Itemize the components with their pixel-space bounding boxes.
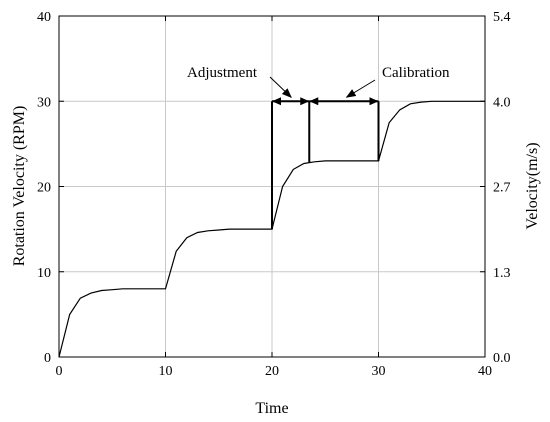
series-line <box>58 100 485 358</box>
interval-markers <box>271 97 380 230</box>
y-left-tick-label: 0 <box>44 351 51 366</box>
annotations: Adjustment Calibration <box>187 65 450 98</box>
y-left-tick-label: 40 <box>37 10 51 25</box>
annotation-label: Calibration <box>382 65 450 81</box>
y-left-tick-label: 10 <box>37 266 51 281</box>
y-left-tick-label: 20 <box>37 181 51 196</box>
y-axis-left-title: Rotation Velocity (RPM) <box>11 106 28 267</box>
annotation-pointer-arrow <box>269 76 292 98</box>
x-tick-label: 40 <box>478 364 492 379</box>
interval-arrowhead-left <box>272 97 281 106</box>
y-right-tick-label: 0.0 <box>493 351 511 366</box>
y-right-tick-label: 2.7 <box>493 181 511 196</box>
y-right-tick-label: 1.3 <box>493 266 511 281</box>
y-axis-right-title: Velocity(m/s) <box>524 142 541 229</box>
y-left-tick-label: 30 <box>37 95 51 110</box>
x-tick-label: 10 <box>159 364 173 379</box>
x-axis-title: Time <box>255 400 288 417</box>
x-tick-label: 30 <box>372 364 386 379</box>
y-right-tick-label: 4.0 <box>493 95 511 110</box>
annotation-pointer-arrow <box>345 79 376 98</box>
x-tick-label: 20 <box>265 364 279 379</box>
annotation-label: Adjustment <box>187 65 258 81</box>
interval-arrowhead-left <box>309 97 319 106</box>
interval-arrowhead-right <box>300 97 310 106</box>
interval-arrowhead-right <box>369 97 379 106</box>
y-right-tick-label: 5.4 <box>493 10 511 25</box>
x-tick-label: 0 <box>56 364 63 379</box>
